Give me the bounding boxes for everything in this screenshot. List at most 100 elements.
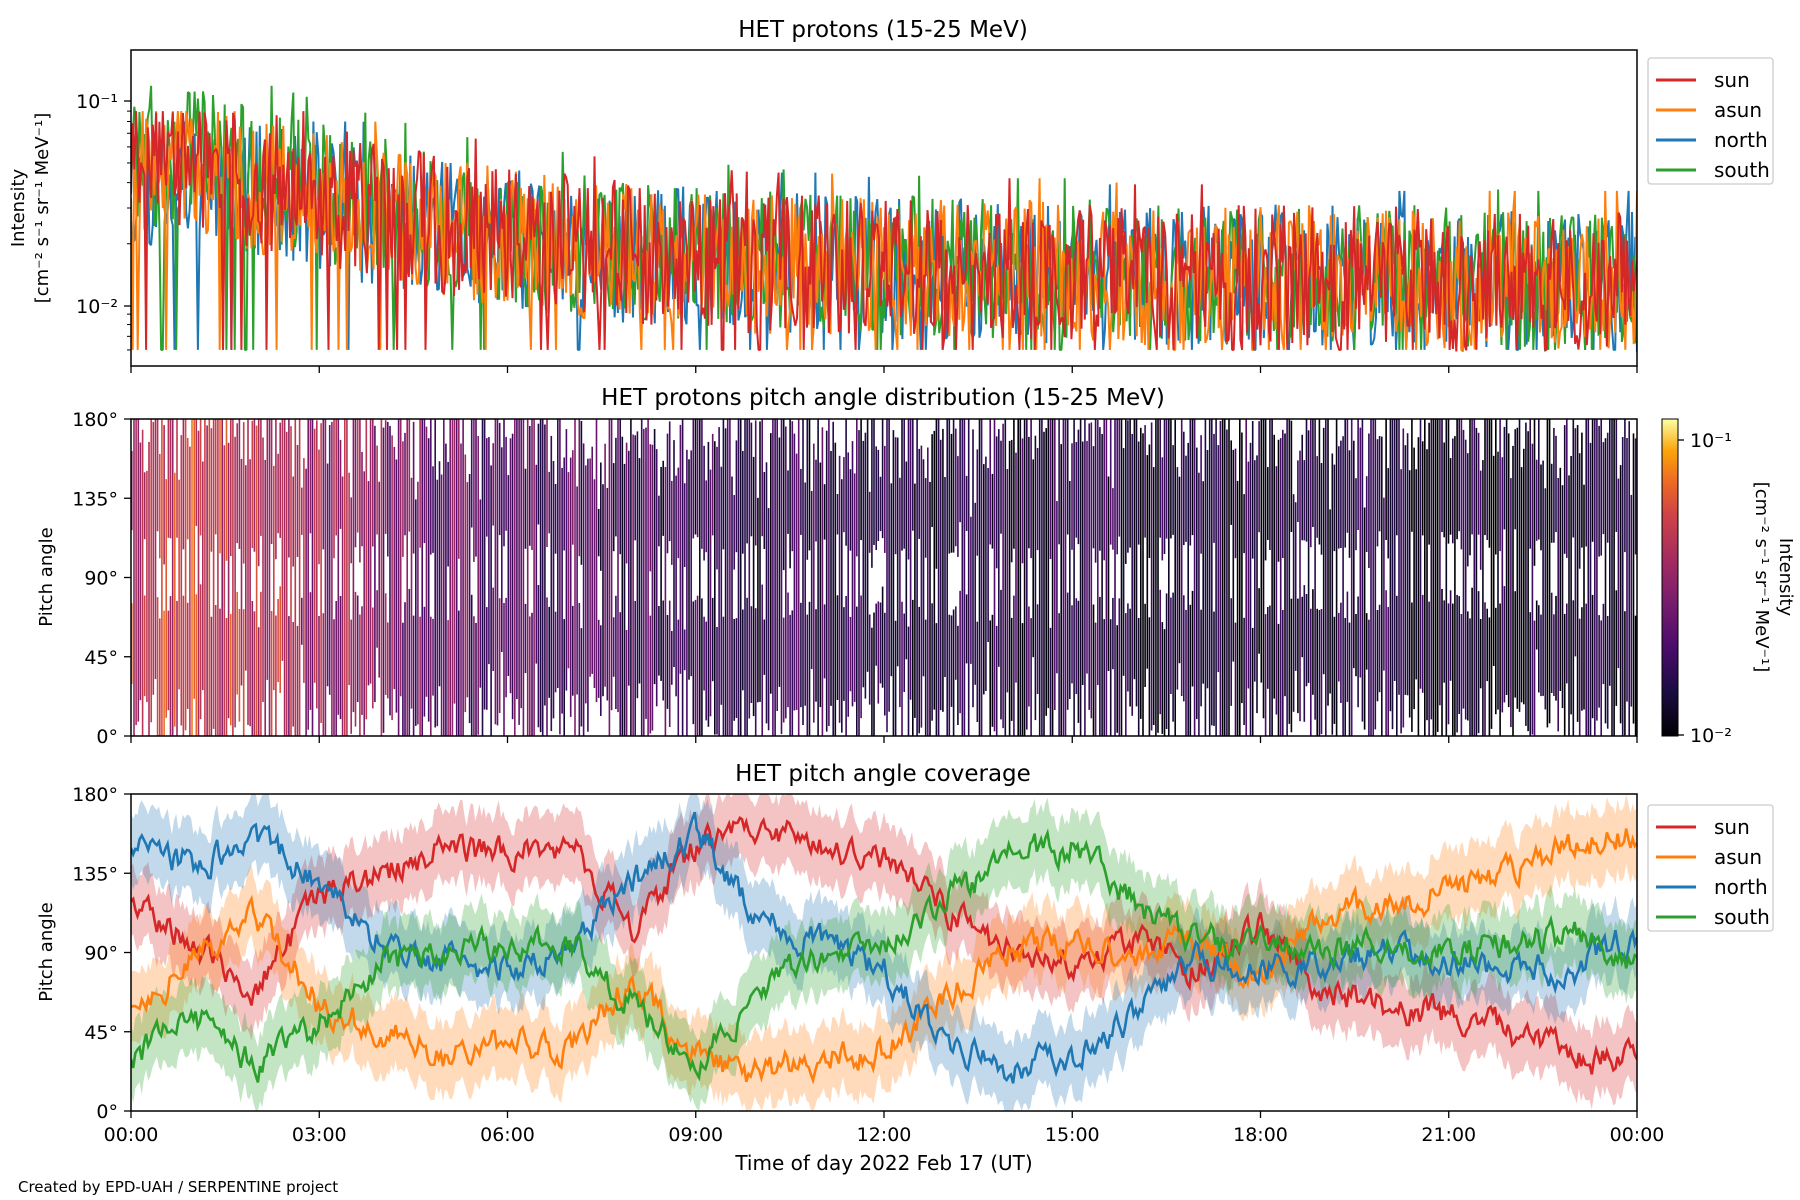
- heatmap-cell: [1307, 430, 1310, 683]
- heatmap-cell: [1028, 606, 1030, 707]
- heatmap-cell: [1116, 625, 1119, 733]
- heatmap-cell: [1066, 592, 1069, 710]
- heatmap-cell: [875, 446, 878, 550]
- heatmap-cell: [1436, 419, 1439, 732]
- heatmap-cell: [819, 462, 822, 708]
- heatmap-cell: [974, 502, 977, 685]
- heatmap-cell: [989, 419, 992, 545]
- heatmap-cell: [651, 444, 654, 731]
- heatmap-cell: [1219, 421, 1222, 736]
- heatmap-cell: [163, 610, 165, 736]
- heatmap-cell: [1464, 439, 1467, 720]
- heatmap-cell: [1148, 444, 1151, 558]
- heatmap-cell: [918, 606, 921, 734]
- heatmap-cell: [143, 472, 146, 540]
- heatmap-cell: [350, 497, 353, 564]
- heatmap-cell: [1344, 419, 1347, 548]
- heatmap-cell: [404, 432, 406, 536]
- coverage-band-north: [131, 794, 1637, 1111]
- heatmap-cell: [1122, 448, 1125, 676]
- heatmap-cell: [470, 419, 473, 528]
- heatmap-cell: [1247, 461, 1250, 689]
- heatmap-cell: [1054, 419, 1056, 710]
- heatmap-cell: [1396, 419, 1398, 536]
- heatmap-cell: [804, 482, 807, 706]
- heatmap-cell: [1094, 622, 1097, 736]
- heatmap-cell: [806, 419, 809, 560]
- heatmap-cell: [214, 419, 217, 535]
- heatmap-cell: [1277, 439, 1280, 562]
- heatmap-cell: [242, 422, 245, 564]
- heatmap-cell: [1477, 432, 1480, 535]
- heatmap-cell: [1372, 419, 1375, 736]
- heatmap-cell: [1015, 452, 1017, 683]
- heatmap-cell: [1411, 419, 1413, 532]
- heatmap-cell: [563, 619, 566, 736]
- heatmap-cell: [1081, 441, 1084, 685]
- heatmap-cell: [524, 603, 527, 674]
- heatmap-cell: [1213, 433, 1215, 543]
- heatmap-cell: [905, 461, 908, 660]
- heatmap-cell: [479, 499, 482, 688]
- heatmap-cell: [199, 419, 202, 536]
- heatmap-cell: [486, 607, 488, 710]
- heatmap-cell: [339, 439, 342, 529]
- y-tick-label: 90°: [84, 568, 118, 590]
- heatmap-cell: [505, 436, 507, 531]
- heatmap-cell: [1615, 590, 1618, 706]
- heatmap-cell: [965, 475, 968, 531]
- heatmap-cell: [643, 428, 645, 736]
- heatmap-cell: [451, 419, 454, 736]
- heatmap-cell: [1277, 623, 1280, 736]
- panel3-title: HET pitch angle coverage: [735, 761, 1031, 787]
- x-tick-label: 03:00: [292, 1124, 347, 1146]
- heatmap-cell: [767, 508, 770, 731]
- heatmap-cell: [1385, 419, 1387, 540]
- heatmap-cell: [582, 443, 585, 736]
- heatmap-cell: [1058, 613, 1060, 736]
- heatmap-cell: [1073, 419, 1075, 736]
- heatmap-cell: [529, 616, 531, 736]
- heatmap-cell: [1316, 608, 1319, 736]
- heatmap-cell: [759, 421, 761, 702]
- heatmap-cell: [206, 425, 208, 736]
- heatmap-cell: [1333, 464, 1336, 552]
- y-tick-label: 90°: [84, 943, 118, 965]
- heatmap-cell: [531, 612, 533, 736]
- heatmap-cell: [1183, 431, 1185, 546]
- panel2-ylabel: Pitch angle: [36, 527, 57, 626]
- heatmap-cell: [174, 472, 176, 727]
- heatmap-cell: [1488, 419, 1491, 548]
- heatmap-cell: [483, 419, 486, 710]
- heatmap-cell: [516, 419, 518, 700]
- y-tick-label: 135°: [72, 863, 118, 885]
- heatmap-cell: [477, 436, 480, 735]
- heatmap-cell: [1129, 608, 1131, 707]
- heatmap-cell: [1066, 419, 1069, 535]
- heatmap-cell: [1322, 427, 1325, 675]
- heatmap-cell: [393, 446, 396, 690]
- heatmap-cell: [763, 619, 766, 675]
- heatmap-cell: [260, 419, 262, 536]
- heatmap-cell: [946, 419, 949, 736]
- heatmap-cell: [1299, 450, 1301, 722]
- heatmap-cell: [843, 457, 845, 533]
- heatmap-cell: [1361, 419, 1364, 722]
- heatmap-cell: [1133, 419, 1136, 680]
- heatmap-cell: [204, 419, 206, 736]
- heatmap-cell: [322, 419, 325, 550]
- heatmap-cell: [1241, 432, 1243, 704]
- heatmap-cell: [462, 419, 464, 736]
- heatmap-cell: [894, 620, 897, 736]
- heatmap-cell: [1578, 618, 1581, 736]
- x-tick-label: 00:00: [104, 1124, 159, 1146]
- heatmap-cell: [673, 440, 675, 667]
- heatmap-cell: [849, 616, 852, 692]
- heatmap-cell: [1118, 419, 1121, 537]
- heatmap-cell: [608, 419, 611, 736]
- heatmap-cell: [780, 419, 783, 735]
- heatmap-cell: [574, 419, 576, 736]
- heatmap-cell: [270, 419, 273, 544]
- heatmap-cell: [288, 616, 290, 736]
- heatmap-cell: [914, 483, 916, 718]
